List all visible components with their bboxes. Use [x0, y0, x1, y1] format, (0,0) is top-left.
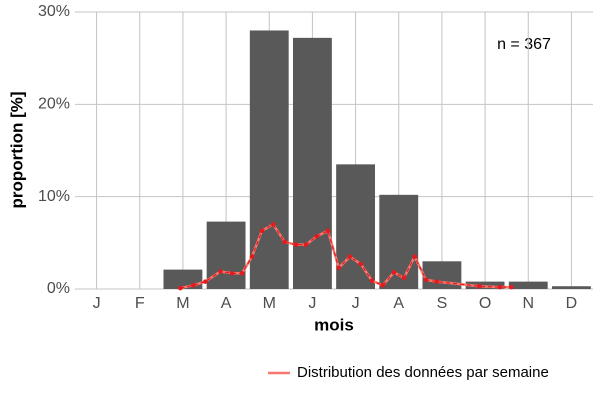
- x-tick-label: N: [522, 295, 534, 312]
- point: [303, 242, 309, 247]
- point: [358, 261, 364, 267]
- bar: [379, 194, 419, 289]
- point: [270, 222, 276, 227]
- x-tick-label: M: [263, 295, 276, 312]
- point: [293, 242, 299, 247]
- x-tick-label: J: [93, 295, 101, 312]
- point: [218, 269, 223, 274]
- x-tick-label: D: [566, 295, 578, 312]
- point: [477, 283, 482, 289]
- bar: [336, 164, 376, 289]
- x-tick-label: M: [176, 295, 189, 312]
- legend-label: Distribution des données par semaine: [297, 364, 549, 381]
- bar: [206, 221, 246, 289]
- x-tick-label: J: [308, 295, 316, 312]
- point: [190, 283, 196, 288]
- point: [434, 279, 440, 284]
- bar: [292, 37, 332, 289]
- y-tick-label: 10%: [38, 188, 70, 205]
- point: [336, 265, 342, 271]
- x-tick-label: J: [352, 295, 360, 312]
- x-tick-label: A: [393, 295, 404, 312]
- point: [391, 270, 397, 275]
- y-tick-label: 20%: [38, 96, 70, 113]
- y-tick-label: 0%: [47, 280, 70, 297]
- x-tick-label: F: [135, 295, 145, 312]
- y-tick-label: 30%: [38, 3, 70, 20]
- point: [325, 228, 331, 234]
- point: [401, 275, 407, 281]
- point: [239, 271, 245, 276]
- x-tick-label: O: [479, 295, 491, 312]
- point: [314, 234, 320, 239]
- point: [229, 271, 235, 276]
- point: [380, 283, 386, 288]
- bar: [551, 286, 591, 289]
- y-axis-title: proportion [%]: [7, 91, 26, 208]
- point: [347, 254, 353, 259]
- x-tick-label: A: [221, 295, 232, 312]
- point: [369, 278, 375, 283]
- point: [423, 277, 429, 283]
- point: [497, 284, 503, 290]
- x-tick-label: S: [437, 295, 448, 312]
- x-axis-title: mois: [314, 315, 354, 334]
- legend: Distribution des données par semaine: [268, 364, 549, 381]
- point: [178, 285, 183, 291]
- bar: [508, 281, 548, 289]
- point: [259, 228, 265, 234]
- point: [203, 279, 208, 284]
- point: [509, 284, 514, 290]
- point: [412, 254, 418, 259]
- line-dashed: [180, 223, 512, 289]
- annotation: n = 367: [497, 36, 551, 53]
- bar: [163, 269, 203, 289]
- point: [249, 254, 255, 259]
- point: [282, 239, 288, 245]
